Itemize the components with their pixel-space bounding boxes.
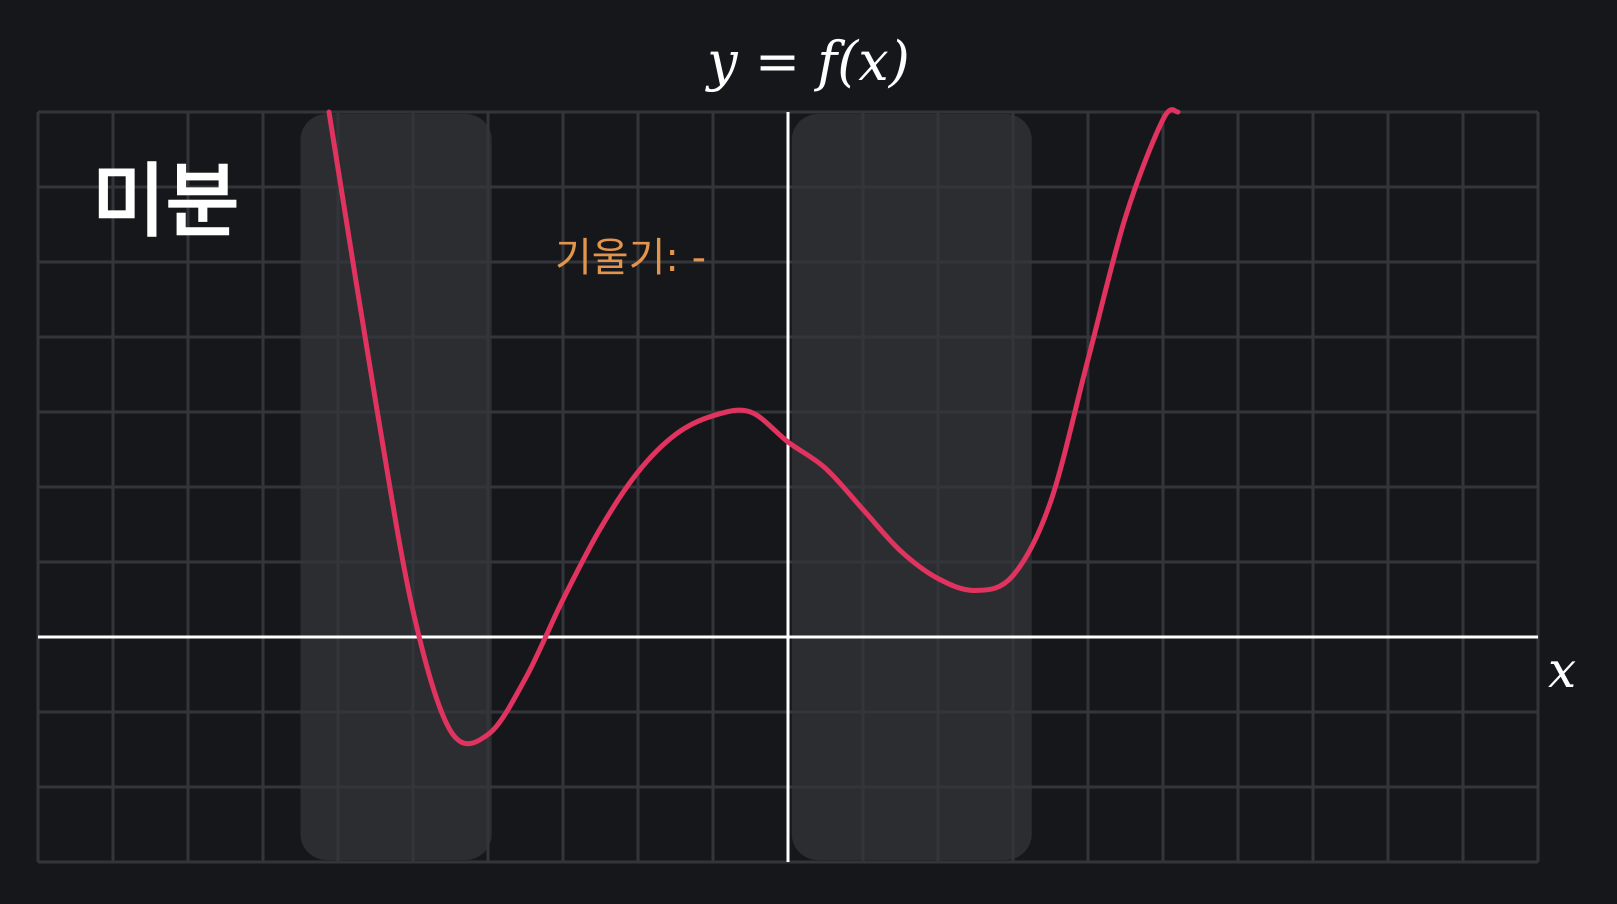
heading-derivative: 미분 — [92, 155, 240, 248]
x-axis-label: x — [1548, 641, 1577, 699]
slope-label: 기울기: - — [555, 235, 707, 281]
axes — [38, 112, 1538, 862]
plot-title: y = f(x) — [707, 30, 910, 93]
function-curve — [326, 107, 1181, 747]
